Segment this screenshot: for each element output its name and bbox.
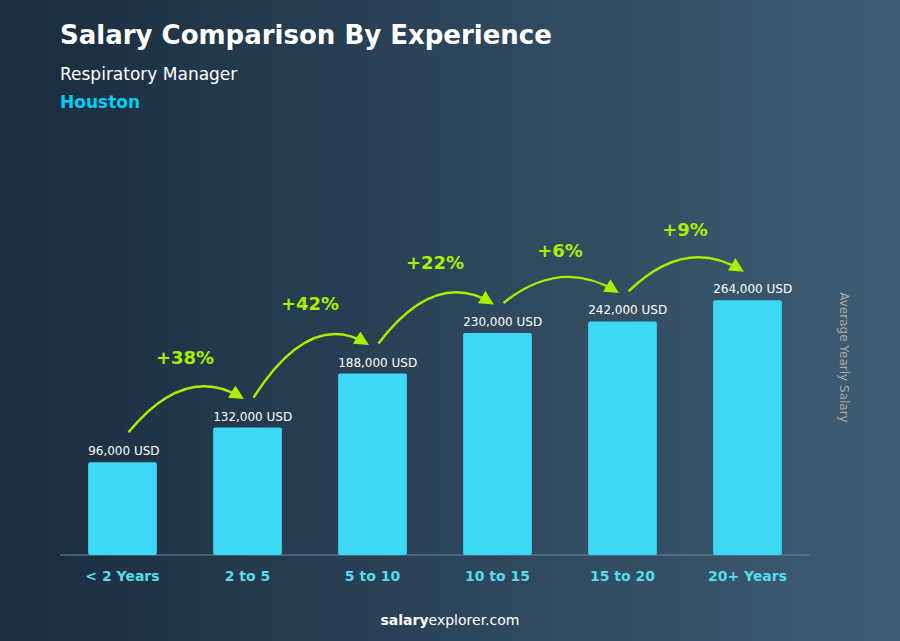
bar bbox=[588, 321, 657, 555]
bar bbox=[713, 300, 782, 555]
bar bbox=[463, 333, 532, 555]
annotation: +38% bbox=[156, 347, 214, 368]
tick-label: 5 to 10 bbox=[345, 568, 401, 584]
bar bbox=[88, 462, 157, 555]
tick-label: 20+ Years bbox=[708, 568, 787, 584]
annotation: +6% bbox=[537, 240, 583, 261]
watermark-part: salary bbox=[381, 612, 429, 628]
arrow bbox=[629, 257, 742, 291]
watermark-part: explorer.com bbox=[429, 612, 520, 628]
title: Salary Comparison By Experience bbox=[60, 20, 552, 50]
data-label: 132,000 USD bbox=[213, 410, 292, 424]
baseline bbox=[60, 555, 810, 556]
arrow bbox=[379, 292, 492, 343]
tick-label: 10 to 15 bbox=[465, 568, 530, 584]
data-label: 188,000 USD bbox=[338, 356, 417, 370]
annotation: +22% bbox=[406, 252, 464, 273]
tick-label: 15 to 20 bbox=[590, 568, 655, 584]
bar bbox=[213, 428, 282, 555]
arrow bbox=[504, 277, 617, 303]
bars bbox=[88, 300, 782, 555]
tick-label: 2 to 5 bbox=[225, 568, 271, 584]
bar bbox=[338, 374, 407, 555]
annotation: +9% bbox=[662, 219, 708, 240]
chart: Salary Comparison By Experience Respirato… bbox=[0, 0, 900, 641]
subtitle: Respiratory Manager bbox=[60, 64, 237, 84]
subtitle: Houston bbox=[60, 92, 140, 112]
tick-label: < 2 Years bbox=[85, 568, 159, 584]
annotation: +42% bbox=[281, 293, 339, 314]
data-label: 230,000 USD bbox=[463, 315, 542, 329]
arrow bbox=[129, 386, 242, 432]
axis-label: Average Yearly Salary bbox=[837, 292, 851, 422]
data-label: 242,000 USD bbox=[588, 303, 667, 317]
data-label: 96,000 USD bbox=[88, 444, 159, 458]
background bbox=[0, 0, 900, 641]
watermark: salaryexplorer.com bbox=[381, 612, 520, 628]
data-label: 264,000 USD bbox=[713, 282, 792, 296]
arrow bbox=[254, 334, 367, 398]
